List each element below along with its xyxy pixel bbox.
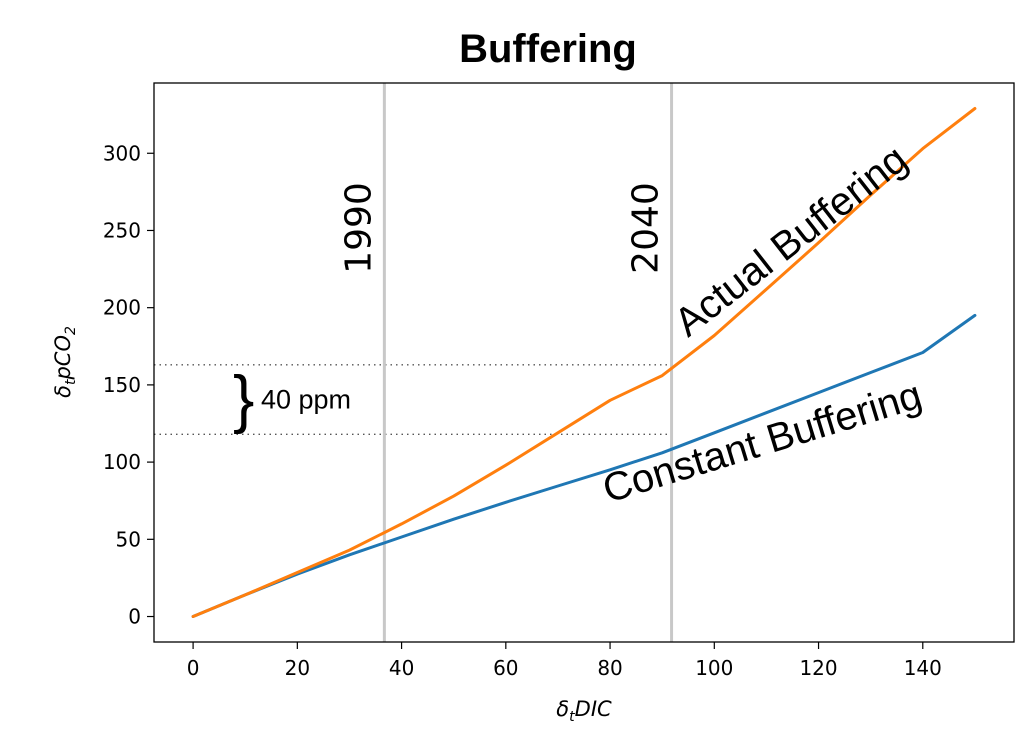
x-tick-label: 20	[285, 656, 310, 680]
actual-buffering-label: Actual Buffering	[666, 137, 915, 345]
x-axis-label: δtDIC	[556, 697, 612, 725]
x-tick-label: 40	[389, 656, 414, 680]
y-axis-label-subscript: t	[63, 379, 79, 385]
y-tick-label: 250	[103, 218, 141, 242]
constant-buffering-label: Constant Buffering	[598, 373, 927, 512]
y-axis-label-subscript-2: 2	[63, 326, 79, 335]
y-tick-label: 50	[116, 527, 141, 551]
vline-label-1990: 1990	[338, 182, 379, 274]
vline-label-2040: 2040	[626, 182, 667, 274]
chart-title: Buffering	[459, 27, 637, 71]
series-line-0	[191, 313, 977, 618]
y-tick-label: 100	[103, 450, 141, 474]
x-tick-label: 0	[187, 656, 200, 680]
plot-frame	[153, 82, 1015, 643]
x-tick-label: 60	[493, 656, 518, 680]
x-tick-label: 100	[695, 656, 733, 680]
x-axis-label-subscript: t	[569, 709, 575, 725]
x-tick-label: 80	[597, 656, 622, 680]
x-tick-label: 140	[904, 656, 942, 680]
brace-label: 40 ppm	[261, 384, 351, 414]
y-tick-label: 150	[103, 373, 141, 397]
y-axis-label: δtpCO2	[51, 326, 79, 398]
y-tick-label: 0	[128, 605, 141, 629]
series-line-1	[191, 107, 977, 618]
brace-symbol: }	[233, 362, 254, 434]
x-tick-label: 120	[799, 656, 837, 680]
y-tick-label: 200	[103, 296, 141, 320]
y-tick-label: 300	[103, 141, 141, 165]
